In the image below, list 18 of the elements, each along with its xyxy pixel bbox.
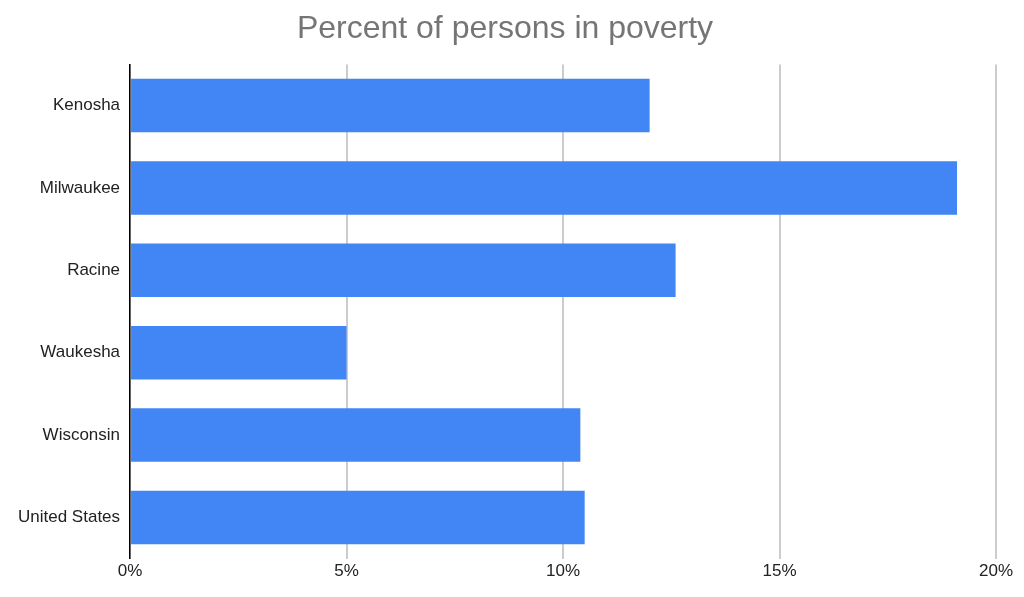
bar [131,408,581,462]
y-tick-label: Wisconsin [42,424,121,444]
y-tick-label: Milwaukee [39,177,121,197]
y-tick-label: Racine [67,260,121,279]
x-tick-label: 5% [334,561,359,581]
bar [131,161,958,215]
x-tick-label: 10% [546,561,581,581]
bar [131,325,347,380]
y-tick-label: Waukesha [40,342,121,362]
bar [131,78,650,133]
x-tick-label: 15% [762,561,797,581]
chart-title: Percent of persons in poverty [296,9,714,46]
bar [131,243,676,298]
bar [131,490,585,545]
y-tick-label: Kenosha [52,95,121,115]
x-tick-label: 0% [117,561,143,581]
y-tick-label: United States [18,507,121,527]
x-tick-label: 20% [978,561,1013,581]
